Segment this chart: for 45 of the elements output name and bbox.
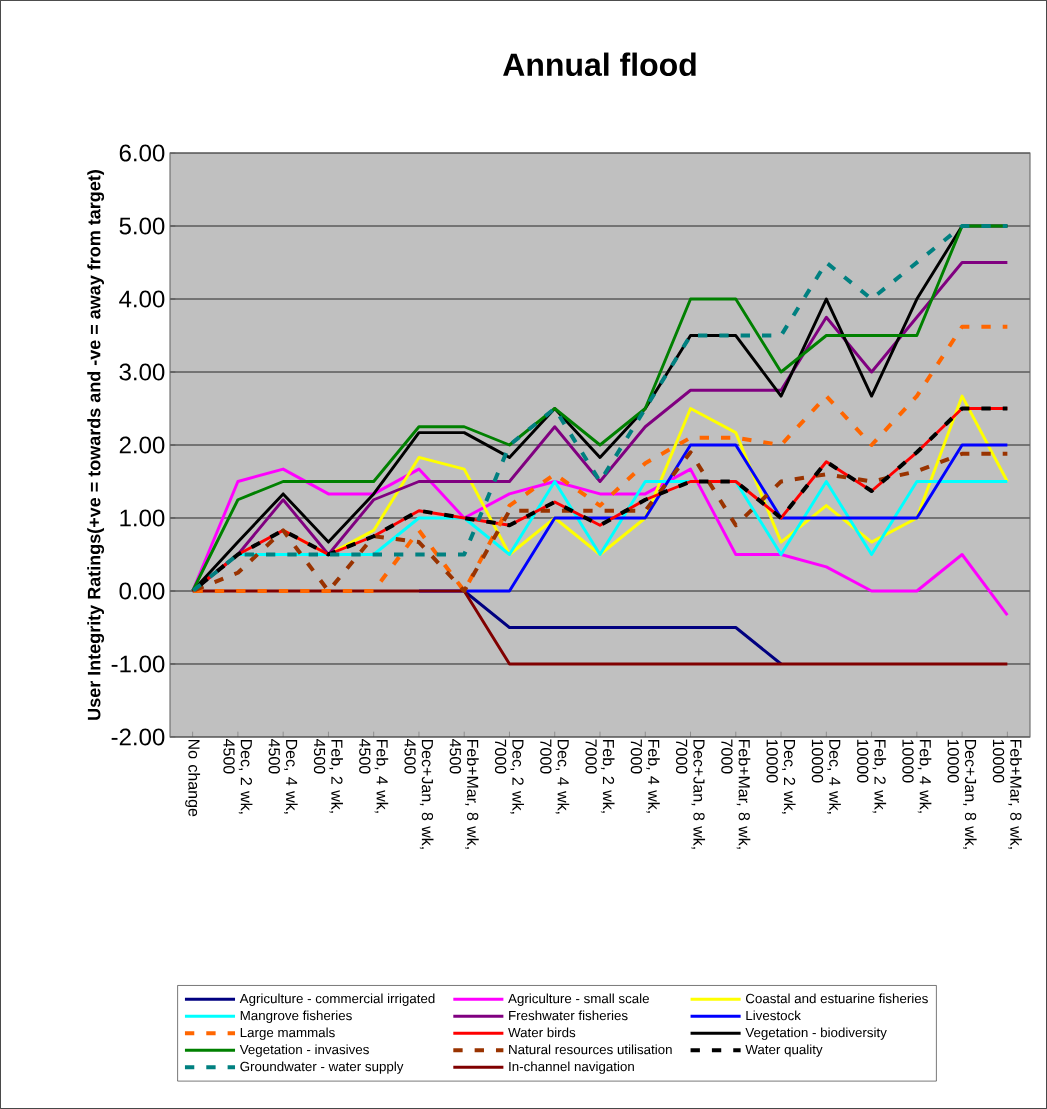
legend-label: Freshwater fisheries [509,1010,628,1021]
y-tick-label: 1.00 [120,509,165,527]
x-tick-label: Feb, 4 wk, 4500 [359,738,389,813]
x-tick-label: Dec+Jan, 8 wk, 4500 [404,738,434,849]
legend-label: Natural resources utilisation [509,1044,672,1055]
x-tick-label: Feb+Mar, 8 wk, 7000 [721,739,751,849]
legend-label: Water birds [508,1027,576,1038]
x-tick-label: Dec+Jan, 8 wk, 7000 [676,739,706,849]
x-tick-label: Dec, 4 wk, 10000 [811,739,841,814]
x-tick-label: Dec, 4 wk, 4500 [268,738,298,814]
x-tick-label: Dec, 2 wk, 10000 [766,739,796,814]
line-series [191,467,1009,617]
legend-label: Livestock [746,1010,801,1021]
y-tick-label: 0.00 [119,582,165,600]
legend-label: Agriculture - commercial irrigated [239,993,435,1006]
legend-label: In-channel navigation [509,1061,634,1074]
legend-label: Large mammals [240,1027,335,1040]
x-tick-label: Feb, 2 wk, 4500 [313,738,343,813]
legend-label: Vegetation - invasives [239,1044,369,1057]
x-tick-label: Feb, 2 wk, 10000 [857,739,887,813]
x-tick-label: Dec, 2 wk, 4500 [223,738,253,814]
x-tick-label: Dec, 2 wk, 7000 [494,739,525,814]
legend-label: Water quality [745,1044,823,1057]
x-tick-label: Feb, 4 wk, 7000 [630,739,660,813]
legend-label: Vegetation - biodiversity [745,1027,887,1040]
x-tick-label: Dec, 4 wk, 7000 [540,739,570,814]
legend-label: Coastal and estuarine fisheries [745,993,928,1004]
legend-label: Groundwater - water supply [240,1061,404,1074]
y-tick-label: -1.00 [111,655,165,673]
x-tick-label: Feb+Mar, 8 wk, 10000 [992,739,1022,849]
y-tick-label: 6.00 [119,144,165,162]
legend-label: Agriculture - small scale [508,993,649,1006]
y-tick-label: 3.00 [119,363,165,381]
x-tick-label: No change [185,739,201,817]
x-tick-label: Dec+Jan, 8 wk, 10000 [947,739,977,849]
y-tick-label: -2.00 [111,728,165,746]
y-tick-label: 4.00 [119,290,165,308]
legend-label: Mangrove fisheries [240,1010,352,1023]
x-tick-label: Feb, 2 wk, 7000 [585,739,615,813]
y-axis-title: User Integrity Ratings(+ve = towards and -ve = away from target) [87,170,105,720]
chart-title: Annual flood [503,52,696,77]
x-tick-label: Feb+Mar, 8 wk, 4500 [449,738,479,849]
x-tick-label: Feb, 4 wk, 10000 [902,739,932,813]
y-tick-label: 2.00 [119,436,165,454]
y-tick-label: 5.00 [119,217,165,235]
